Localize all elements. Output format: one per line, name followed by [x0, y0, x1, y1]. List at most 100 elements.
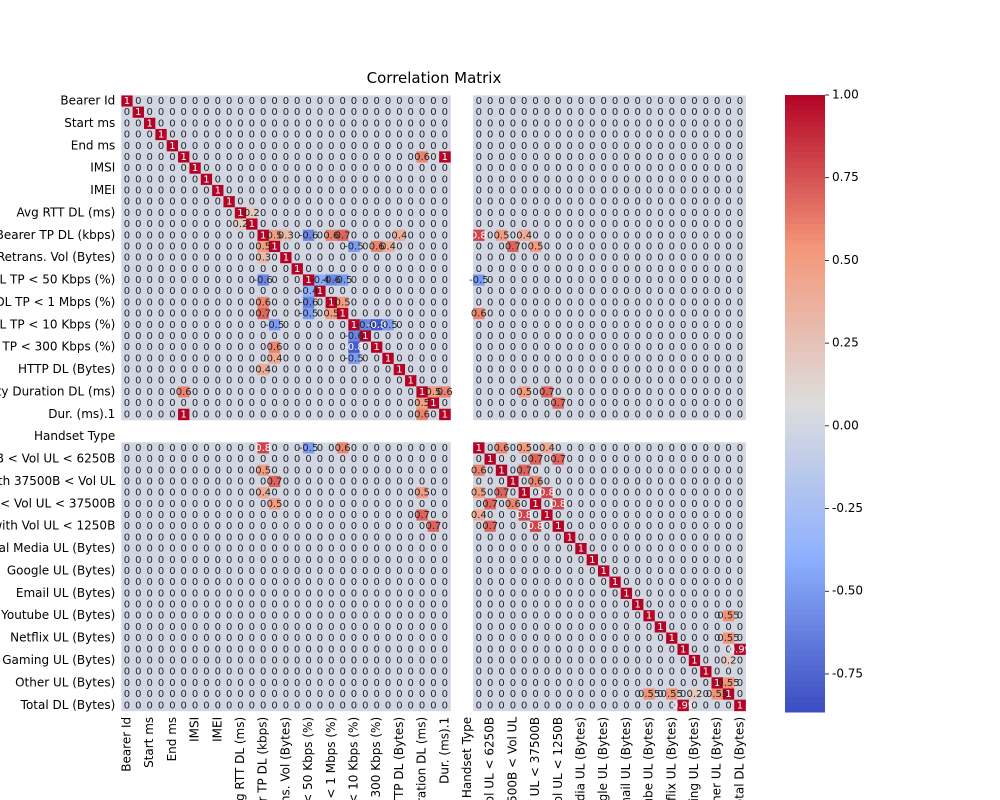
cell-label: 0 — [669, 398, 675, 409]
cell — [722, 308, 735, 320]
cell-label: 0 — [339, 130, 345, 141]
cell — [507, 106, 519, 119]
cell-label: 0 — [339, 286, 345, 297]
cell-label: 0 — [339, 532, 345, 543]
cell-label: 0 — [181, 118, 187, 129]
cell-label: 0 — [305, 566, 311, 577]
cell — [722, 151, 735, 163]
cell-label: 0 — [317, 510, 323, 521]
cell — [688, 308, 701, 320]
cell-label: 0 — [691, 342, 697, 353]
cell-label: 0 — [305, 532, 311, 543]
cell-label: 0 — [283, 275, 289, 286]
cell-label: 0 — [385, 342, 391, 353]
cell-label: 0 — [237, 521, 243, 532]
cell — [666, 308, 678, 320]
cell-label: 0 — [544, 331, 550, 342]
cell-label: 0 — [532, 197, 538, 208]
cell-label: 0 — [498, 387, 504, 398]
cell — [121, 263, 133, 275]
cell — [189, 240, 202, 253]
cell-label: 0 — [317, 186, 323, 197]
cell-label: 0 — [691, 230, 697, 241]
cell — [620, 252, 633, 264]
cell — [688, 128, 701, 141]
cell-label: 0 — [476, 130, 482, 141]
cell — [268, 296, 281, 309]
cell-label: 0 — [544, 130, 550, 141]
cell — [268, 352, 281, 365]
cell-label: 0 — [635, 174, 641, 185]
cell — [348, 196, 360, 208]
cell-label: 0 — [396, 264, 402, 275]
cell-label: 0 — [351, 286, 357, 297]
cell — [382, 117, 394, 130]
cell — [302, 285, 315, 298]
cell-label: 0 — [181, 141, 187, 152]
cell-label: 0 — [669, 488, 675, 499]
cell-label: 0 — [703, 465, 709, 476]
cell — [541, 285, 553, 298]
cell — [666, 207, 678, 219]
cell-label: 0 — [566, 398, 572, 409]
cell — [484, 240, 497, 253]
cell-label: 0 — [385, 476, 391, 487]
cell-label: 0 — [623, 197, 629, 208]
cell — [495, 363, 508, 376]
cell-label: 0.6 — [267, 342, 283, 353]
cell-label: 0 — [135, 163, 141, 174]
cell-label: 0 — [408, 253, 414, 264]
cell-label: 0 — [737, 488, 743, 499]
cell — [677, 296, 690, 309]
cell-label: 0 — [408, 409, 414, 420]
cell-label: 1 — [294, 264, 300, 275]
cell-label: 0 — [657, 241, 663, 252]
cell — [722, 140, 735, 152]
cell-label: 0 — [589, 488, 595, 499]
cell — [325, 229, 338, 242]
cell-label: 0 — [703, 118, 709, 129]
cell — [722, 162, 735, 175]
cell — [586, 106, 599, 119]
cell — [348, 285, 360, 298]
cell — [416, 341, 429, 354]
cell-label: 0 — [623, 219, 629, 230]
cell-label: 0.6 — [528, 476, 544, 487]
cell — [132, 352, 145, 365]
cell-label: 0 — [271, 141, 277, 152]
cell-label: 0 — [249, 230, 255, 241]
cell-label: 0 — [305, 476, 311, 487]
cell — [552, 319, 565, 331]
cell — [439, 285, 451, 298]
cell-label: 0 — [498, 454, 504, 465]
cell-label: 0 — [215, 521, 221, 532]
cell-label: 0 — [192, 286, 198, 297]
cell — [541, 196, 553, 208]
cell-label: 0 — [669, 141, 675, 152]
cell — [223, 386, 236, 398]
cell-label: 1 — [510, 476, 516, 487]
cell — [348, 128, 360, 141]
cell — [359, 151, 372, 163]
cell — [382, 162, 394, 175]
cell-label: 0 — [135, 264, 141, 275]
cell-label: 0 — [703, 186, 709, 197]
cell-label: 0 — [328, 174, 334, 185]
cell — [200, 274, 213, 286]
cell-label: 0 — [294, 465, 300, 476]
cell-label: 0 — [669, 219, 675, 230]
cell-label: 0 — [362, 253, 368, 264]
cell — [382, 330, 394, 342]
cell-label: 0 — [135, 353, 141, 364]
cell-label: 0 — [283, 320, 289, 331]
cell-label: 1 — [442, 409, 448, 420]
cell-label: 0 — [476, 331, 482, 342]
cell — [393, 117, 406, 130]
cell-label: 0 — [635, 286, 641, 297]
cell — [302, 319, 315, 331]
cell-label: 0 — [476, 118, 482, 129]
cell — [393, 352, 406, 365]
cell-label: 0 — [351, 118, 357, 129]
cell — [734, 117, 746, 130]
cell-label: 0 — [135, 141, 141, 152]
